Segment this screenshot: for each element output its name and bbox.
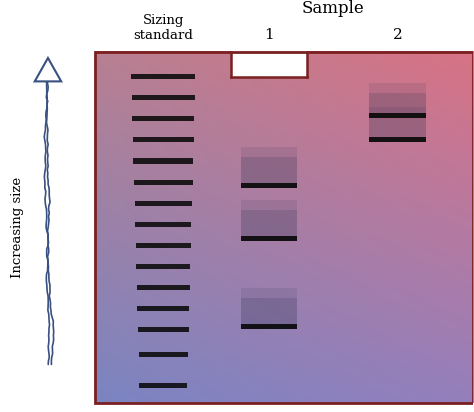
Bar: [137, 285, 190, 290]
Text: Sizing
standard: Sizing standard: [133, 14, 193, 42]
Bar: [138, 327, 189, 332]
Text: 2: 2: [393, 28, 402, 42]
Text: Increasing size: Increasing size: [11, 177, 24, 279]
Bar: [369, 113, 426, 118]
Bar: [133, 138, 194, 143]
Bar: [138, 352, 188, 357]
Bar: [95, 52, 474, 403]
Bar: [241, 236, 298, 241]
Bar: [241, 157, 298, 188]
Text: 1: 1: [264, 28, 274, 42]
Bar: [241, 210, 298, 241]
Bar: [132, 116, 194, 122]
Bar: [241, 298, 298, 329]
Bar: [369, 83, 426, 118]
Bar: [241, 288, 298, 329]
Bar: [369, 108, 426, 143]
Bar: [369, 117, 426, 143]
Bar: [134, 180, 192, 185]
Bar: [131, 74, 195, 79]
Bar: [241, 324, 298, 329]
Bar: [137, 264, 190, 269]
Bar: [136, 243, 191, 248]
Text: Sample: Sample: [302, 0, 365, 17]
Bar: [241, 200, 298, 241]
Bar: [241, 183, 298, 188]
Bar: [231, 44, 307, 77]
Bar: [137, 306, 189, 311]
Bar: [369, 93, 426, 118]
Bar: [135, 222, 191, 227]
Bar: [369, 138, 426, 143]
Bar: [241, 147, 298, 188]
Bar: [135, 201, 192, 206]
Polygon shape: [35, 58, 61, 82]
Bar: [133, 159, 193, 164]
Bar: [139, 384, 187, 389]
Bar: [132, 95, 195, 100]
